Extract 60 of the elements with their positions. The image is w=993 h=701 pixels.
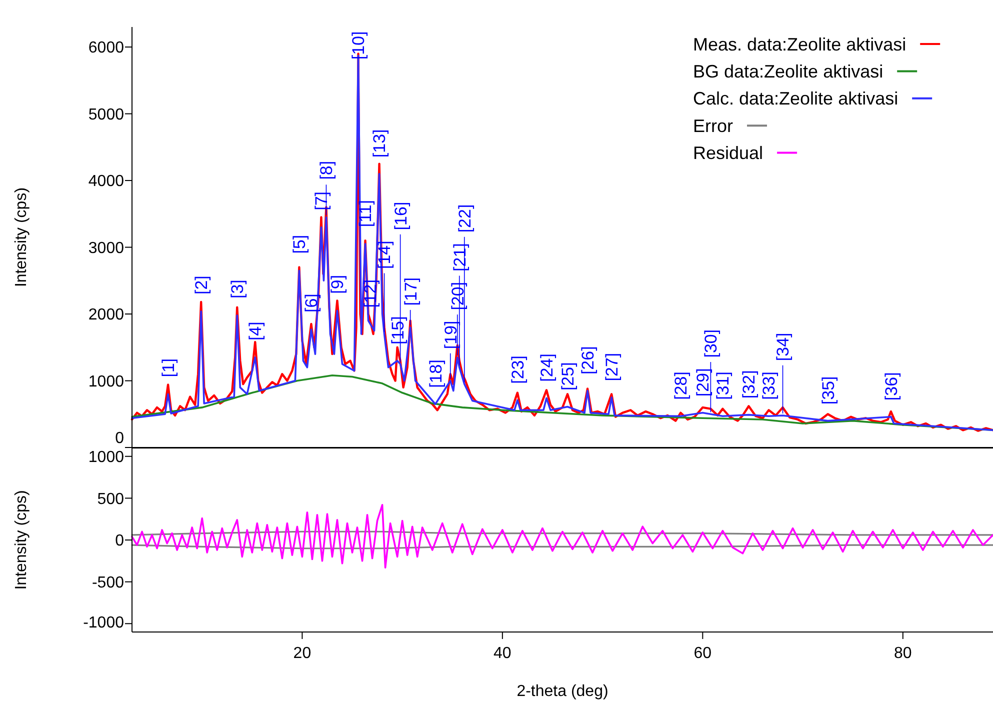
- y-tick-label: 500: [97, 490, 124, 508]
- y-tick-label: 6000: [88, 40, 124, 57]
- legend-label: Calc. data:Zeolite aktivasi: [693, 88, 898, 109]
- annotation: [17]: [401, 277, 420, 306]
- annotation: [22]: [455, 204, 474, 233]
- annotation: [3]: [228, 280, 248, 298]
- annotation: [6]: [302, 294, 322, 313]
- x-tick-label: 40: [494, 645, 512, 662]
- annotation: [27]: [602, 352, 622, 382]
- annotation: [25]: [558, 362, 578, 391]
- y-tick-label: 4000: [88, 173, 124, 190]
- annotation: [13]: [370, 129, 390, 158]
- y-tick-label: -1000: [83, 614, 124, 632]
- legend-label: Error: [693, 116, 734, 136]
- y-tick-label: 0: [115, 430, 124, 448]
- y-tick-label: 0: [115, 532, 124, 550]
- annotation: [33]: [760, 372, 779, 400]
- annotation: [30]: [702, 329, 721, 358]
- annotation: [1]: [158, 358, 178, 378]
- annotation: [16]: [391, 202, 410, 230]
- annotation: [26]: [578, 346, 598, 375]
- line-series: [131, 504, 993, 568]
- annotation: [24]: [537, 354, 556, 382]
- annotation: [8]: [317, 160, 336, 180]
- y-axis-title: Intensity (cps): [13, 187, 30, 288]
- annotation: [28]: [672, 372, 691, 400]
- x-tick-label: 80: [894, 645, 912, 662]
- y-axis-title: Intensity (cps): [13, 490, 30, 590]
- y-tick-label: 1000: [88, 373, 124, 390]
- y-tick-label: 3000: [88, 240, 124, 257]
- annotation: [12]: [361, 279, 380, 308]
- annotation: [7]: [312, 191, 332, 210]
- legend-label: Residual: [693, 143, 764, 164]
- y-tick-label: 1000: [88, 448, 124, 466]
- annotation: [23]: [508, 356, 528, 384]
- annotation: [32]: [740, 370, 759, 399]
- x-tick-label: 20: [293, 645, 312, 662]
- annotation: [20]: [448, 282, 468, 310]
- annotation: [15]: [388, 316, 408, 345]
- x-tick-label: 60: [694, 645, 712, 662]
- annotation: [5]: [290, 234, 310, 254]
- x-axis-title: 2-theta (deg): [516, 683, 608, 700]
- annotation: [9]: [328, 274, 348, 294]
- annotation: [14]: [375, 240, 394, 269]
- annotation: [31]: [714, 372, 733, 400]
- annotation: [11]: [356, 200, 376, 228]
- annotation: [35]: [818, 376, 838, 405]
- y-tick-label: 5000: [88, 106, 124, 124]
- legend-label: BG data:Zeolite aktivasi: [693, 62, 884, 82]
- annotation: [2]: [192, 276, 212, 294]
- annotation: [34]: [774, 332, 793, 362]
- legend-label: Meas. data:Zeolite aktivasi: [693, 34, 906, 54]
- y-tick-label: -500: [92, 574, 124, 592]
- annotation: [18]: [426, 360, 446, 388]
- y-tick-label: 2000: [88, 306, 124, 324]
- annotation: [29]: [694, 368, 713, 397]
- annotation: [4]: [246, 322, 266, 341]
- annotation: [19]: [441, 320, 460, 350]
- annotation: [36]: [882, 372, 901, 401]
- annotation: [10]: [349, 31, 368, 60]
